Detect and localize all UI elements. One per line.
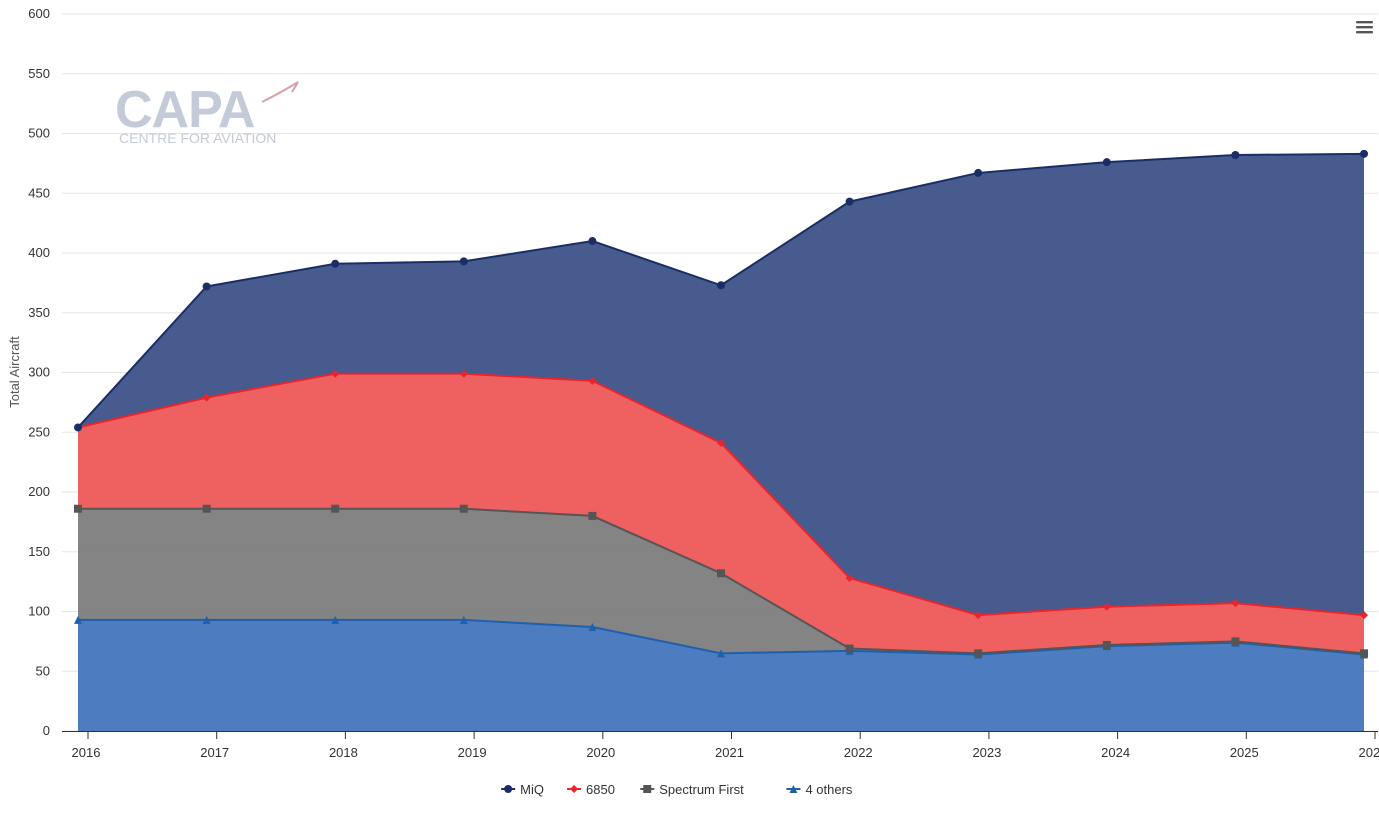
y-tick-label: 300 (28, 365, 50, 380)
legend-marker (504, 785, 513, 793)
series-area (78, 153, 1364, 616)
data-point[interactable] (588, 376, 597, 385)
y-tick-label: 0 (43, 723, 50, 738)
data-point[interactable] (1102, 640, 1111, 649)
watermark-logo-text: CAPA (115, 81, 255, 139)
series-area (78, 508, 1364, 655)
data-point[interactable] (845, 574, 854, 583)
y-tick-label: 400 (28, 245, 50, 260)
x-tick-label: 2016 (72, 745, 101, 760)
series-area (78, 619, 1364, 731)
data-point[interactable] (974, 168, 983, 177)
legend-label: 4 others (805, 782, 852, 797)
data-point[interactable] (974, 611, 983, 620)
data-point[interactable] (974, 649, 983, 658)
legend-label: 6850 (586, 782, 615, 797)
y-tick-label: 350 (28, 305, 50, 320)
series-markers (74, 149, 1368, 659)
data-point[interactable] (331, 504, 340, 513)
legend-marker (570, 785, 579, 793)
x-tick-label: 2024 (1101, 745, 1130, 760)
data-point[interactable] (1102, 158, 1111, 167)
data-point[interactable] (459, 369, 468, 378)
y-tick-label: 250 (28, 424, 50, 439)
y-tick-label: 50 (36, 663, 50, 678)
watermark-swoosh-icon (261, 81, 299, 103)
data-point[interactable] (717, 649, 725, 658)
data-point[interactable] (1231, 637, 1240, 646)
watermark-subtitle-text: CENTRE FOR AVIATION (119, 130, 276, 146)
axes: 0 50 100 150 200 250 300 350 400 450 500 550 600 2016… (28, 6, 1379, 760)
data-point[interactable] (331, 615, 340, 624)
data-point[interactable] (74, 423, 82, 432)
data-point[interactable] (588, 623, 597, 632)
data-point[interactable] (717, 569, 725, 578)
y-tick-label: 550 (28, 66, 50, 81)
data-point[interactable] (588, 511, 597, 520)
data-point[interactable] (1360, 149, 1368, 158)
y-axis-title: Total Aircraft (7, 336, 22, 408)
data-point[interactable] (459, 257, 468, 266)
legend-item[interactable]: MiQ (501, 782, 544, 797)
data-point[interactable] (202, 282, 211, 291)
y-tick-label: 600 (28, 6, 50, 21)
data-point[interactable] (717, 439, 725, 448)
data-point[interactable] (459, 615, 468, 624)
hamburger-menu-icon[interactable] (1352, 16, 1376, 38)
y-tick-label: 150 (28, 544, 50, 559)
legend-item[interactable]: Spectrum First (640, 782, 744, 797)
data-point[interactable] (845, 644, 854, 653)
data-point[interactable] (331, 369, 340, 378)
x-tick-label: 2021 (715, 745, 744, 760)
data-point[interactable] (1102, 602, 1111, 611)
y-tick-label: 500 (28, 126, 50, 141)
x-tick-label: 2019 (458, 745, 487, 760)
x-tick-label: 2020 (586, 745, 615, 760)
series-areas (78, 153, 1364, 731)
data-point[interactable] (845, 197, 854, 206)
data-point[interactable] (202, 615, 211, 624)
data-point[interactable] (74, 615, 82, 624)
y-tick-label: 450 (28, 185, 50, 200)
legend-item[interactable]: 4 others (786, 782, 853, 797)
x-tick-label: 2023 (972, 745, 1001, 760)
legend-marker (789, 785, 798, 793)
data-point[interactable] (74, 504, 82, 513)
data-point[interactable] (202, 393, 211, 402)
data-point[interactable] (331, 259, 340, 268)
y-tick-label: 100 (28, 604, 50, 619)
data-point[interactable] (717, 281, 725, 290)
data-point[interactable] (588, 237, 597, 246)
data-point[interactable] (1231, 151, 1240, 160)
y-tick-label: 200 (28, 484, 50, 499)
x-tick-label: 2018 (329, 745, 358, 760)
capa-watermark: CAPA CENTRE FOR AVIATION (115, 81, 299, 146)
x-tick-label: 2025 (1230, 745, 1259, 760)
legend-item[interactable]: 6850 (567, 782, 615, 797)
data-point[interactable] (202, 504, 211, 513)
x-tick-label: 2022 (844, 745, 873, 760)
data-point[interactable] (1360, 649, 1368, 658)
chart-legend: MiQ 6850 Spectrum First 4 others (501, 782, 853, 797)
data-point[interactable] (1231, 599, 1240, 608)
x-tick-label: 2026 (1359, 745, 1379, 760)
legend-label: Spectrum First (659, 782, 744, 797)
legend-label: MiQ (520, 782, 544, 797)
series-area (78, 373, 1364, 654)
data-point[interactable] (459, 504, 468, 513)
x-tick-label: 2017 (200, 745, 229, 760)
data-point[interactable] (1360, 611, 1368, 620)
legend-marker (643, 785, 652, 793)
